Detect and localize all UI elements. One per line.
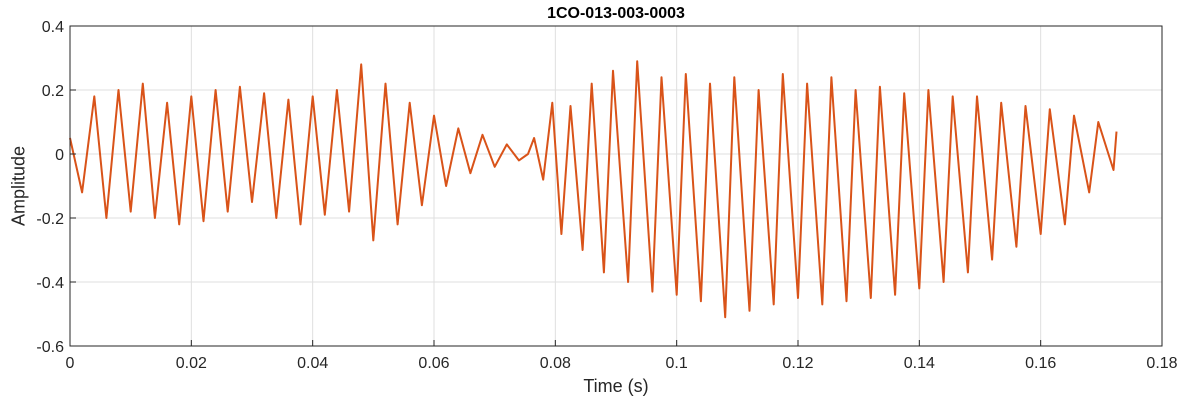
y-tick-label: -0.6 (36, 339, 64, 356)
y-tick-label: 0 (55, 147, 64, 164)
x-tick-label: 0 (66, 355, 75, 372)
series-line-0 (69, 60, 1118, 319)
x-tick-label: 0.16 (1025, 355, 1056, 372)
y-tick-label: 0.2 (42, 83, 64, 100)
series-layer (69, 60, 1118, 319)
x-axis: 0 0.02 0.04 0.06 0.08 0.1 0.12 0.14 0.16 0.18 (66, 340, 1178, 372)
y-tick-label: 0.4 (42, 19, 64, 36)
x-tick-label: 0.06 (418, 355, 449, 372)
axes-box (69, 25, 1163, 347)
x-tick-label: 0.02 (176, 355, 207, 372)
x-tick-label: 0.08 (540, 355, 571, 372)
x-tick-label: 0.14 (904, 355, 935, 372)
y-axis: -0.6 -0.4 -0.2 0 0.2 0.4 (36, 19, 76, 356)
chart-title: 1CO-013-003-0003 (547, 5, 685, 22)
y-tick-label: -0.2 (36, 211, 64, 228)
x-axis-label: Time (s) (583, 376, 648, 396)
y-axis-label: Amplitude (8, 146, 28, 226)
x-tick-label: 0.18 (1146, 355, 1177, 372)
y-tick-label: -0.4 (36, 275, 64, 292)
x-tick-label: 0.1 (666, 355, 688, 372)
x-tick-label: 0.04 (297, 355, 328, 372)
x-tick-label: 0.12 (782, 355, 813, 372)
